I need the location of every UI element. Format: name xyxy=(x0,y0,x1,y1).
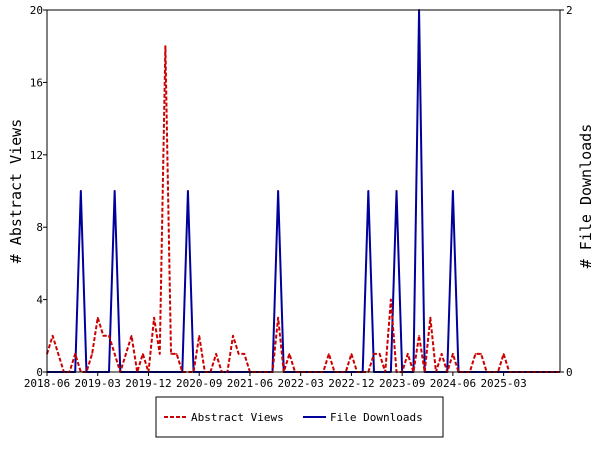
data-point-abstract-views xyxy=(102,335,105,337)
x-tick-label: 2018-06 xyxy=(24,377,70,390)
data-point-abstract-views xyxy=(158,353,161,355)
y-left-tick-label: 16 xyxy=(30,76,43,89)
data-point-abstract-views xyxy=(480,353,482,355)
data-point-file-downloads xyxy=(395,190,398,192)
x-tick-label: 2021-06 xyxy=(227,377,273,390)
y-right-tick-label: 2 xyxy=(566,4,573,17)
data-point-abstract-views xyxy=(288,353,291,355)
legend: Abstract Views File Downloads xyxy=(155,396,444,438)
axis-layer xyxy=(46,9,561,373)
x-tick-label: 2019-12 xyxy=(125,377,171,390)
data-point-abstract-views xyxy=(164,45,167,47)
data-point-abstract-views xyxy=(440,353,443,355)
data-point-abstract-views xyxy=(130,335,133,337)
data-point-abstract-views xyxy=(51,335,54,337)
data-point-abstract-views xyxy=(108,335,110,337)
data-point-file-downloads xyxy=(113,190,116,192)
x-tick-label: 2019-03 xyxy=(75,377,121,390)
legend-box xyxy=(155,396,444,438)
data-point-abstract-views xyxy=(474,353,477,355)
data-point-abstract-views xyxy=(350,353,353,355)
data-point-file-downloads xyxy=(277,190,279,192)
data-point-abstract-views xyxy=(328,353,330,355)
data-point-abstract-views xyxy=(215,353,217,355)
x-tick-label: 2023-09 xyxy=(379,377,425,390)
tick-layer: 2018-06 2019-03 2019-12 2020-09 2021-06 2022-… xyxy=(24,4,573,390)
data-point-abstract-views xyxy=(232,335,234,337)
data-point-abstract-views xyxy=(142,353,144,355)
y-left-tick-label: 4 xyxy=(36,294,43,307)
data-point-abstract-views xyxy=(390,298,392,301)
x-tick-label: 2020-09 xyxy=(176,377,222,390)
data-point-abstract-views xyxy=(96,316,99,319)
x-tick-label: 2022-12 xyxy=(328,377,374,390)
plot-frame xyxy=(46,9,561,373)
data-point-abstract-views xyxy=(378,353,381,355)
data-point-abstract-views xyxy=(170,353,172,355)
y-left-tick-label: 8 xyxy=(36,221,43,234)
data-point-abstract-views xyxy=(418,335,420,337)
legend-label-file-downloads: File Downloads xyxy=(330,411,423,424)
data-point-abstract-views xyxy=(237,353,240,355)
data-point-abstract-views xyxy=(277,316,279,319)
y-left-tick-label: 0 xyxy=(36,366,43,379)
data-point-abstract-views xyxy=(57,353,60,355)
data-point-abstract-views xyxy=(243,353,246,355)
y-left-tick-label: 20 xyxy=(30,4,43,17)
data-point-file-downloads xyxy=(80,190,82,192)
data-point-file-downloads xyxy=(367,190,370,192)
y-right-tick-label: 0 xyxy=(566,366,573,379)
data-point-abstract-views xyxy=(113,353,116,355)
data-point-abstract-views xyxy=(429,316,432,319)
data-point-abstract-views xyxy=(406,353,409,355)
data-point-abstract-views xyxy=(198,335,201,337)
data-point-abstract-views xyxy=(74,353,76,355)
y-axis-right-title: # File Downloads xyxy=(577,124,595,269)
legend-label-abstract-views: Abstract Views xyxy=(191,411,284,424)
x-tick-label: 2024-06 xyxy=(430,377,476,390)
data-point-abstract-views xyxy=(91,353,93,355)
data-point-abstract-views xyxy=(153,316,155,319)
data-point-file-downloads xyxy=(452,190,454,192)
data-point-file-downloads xyxy=(187,190,189,192)
y-left-tick-label: 12 xyxy=(30,149,43,162)
x-tick-label: 2022-03 xyxy=(278,377,324,390)
data-point-abstract-views xyxy=(452,353,454,355)
data-point-abstract-views xyxy=(373,353,375,355)
data-point-abstract-views xyxy=(175,353,178,355)
x-tick-label: 2025-03 xyxy=(480,377,526,390)
data-point-abstract-views xyxy=(502,353,505,355)
data-point-abstract-views xyxy=(125,353,127,355)
y-axis-left-title: # Abstract Views xyxy=(7,119,25,264)
